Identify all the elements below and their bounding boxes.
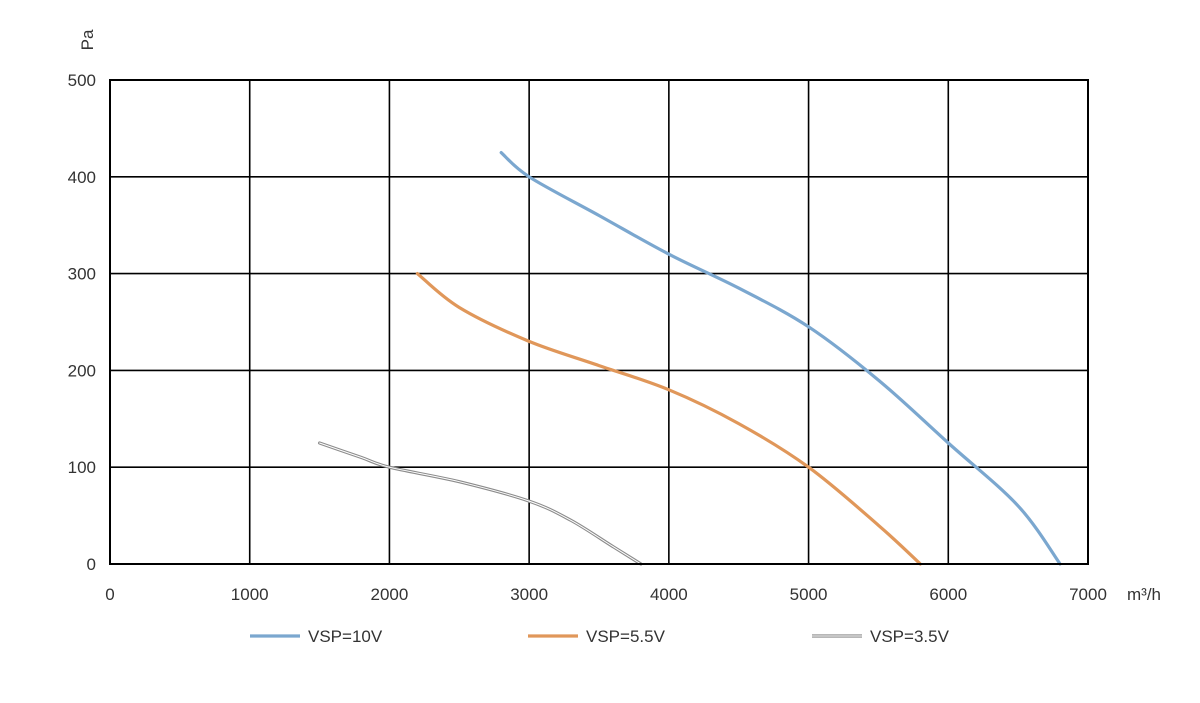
y-tick-label: 400 <box>68 168 96 187</box>
legend: VSP=10V VSP=5.5V VSP=3.5V <box>250 627 950 646</box>
series-lines <box>318 151 1062 566</box>
x-axis-ticks: 0 1000 2000 3000 4000 5000 6000 7000 <box>105 585 1107 604</box>
x-tick-label: 5000 <box>790 585 828 604</box>
y-tick-label: 100 <box>68 458 96 477</box>
plot-border <box>109 79 1089 565</box>
plot-frame <box>109 79 1089 565</box>
x-tick-label: 2000 <box>371 585 409 604</box>
series-line-vsp-3-5v-outer <box>318 441 643 566</box>
x-tick-label: 0 <box>105 585 114 604</box>
x-axis-label: m³/h <box>1127 585 1161 604</box>
y-tick-label: 300 <box>68 265 96 284</box>
x-tick-label: 3000 <box>510 585 548 604</box>
y-tick-label: 0 <box>87 555 96 574</box>
y-axis-label: Pa <box>78 29 97 50</box>
series-line-vsp-3-5v <box>319 442 642 565</box>
x-tick-label: 1000 <box>231 585 269 604</box>
grid <box>109 79 1089 565</box>
y-tick-label: 500 <box>68 71 96 90</box>
series-line-vsp-5-5v <box>415 272 922 566</box>
x-tick-label: 6000 <box>929 585 967 604</box>
legend-label-vsp-5-5v: VSP=5.5V <box>586 627 666 646</box>
x-tick-label: 7000 <box>1069 585 1107 604</box>
y-axis-ticks: 0 100 200 300 400 500 <box>68 71 96 574</box>
x-tick-label: 4000 <box>650 585 688 604</box>
y-tick-label: 200 <box>68 361 96 380</box>
series-line-vsp-10v <box>499 151 1062 566</box>
legend-label-vsp-3-5v: VSP=3.5V <box>870 627 950 646</box>
legend-label-vsp-10v: VSP=10V <box>308 627 383 646</box>
